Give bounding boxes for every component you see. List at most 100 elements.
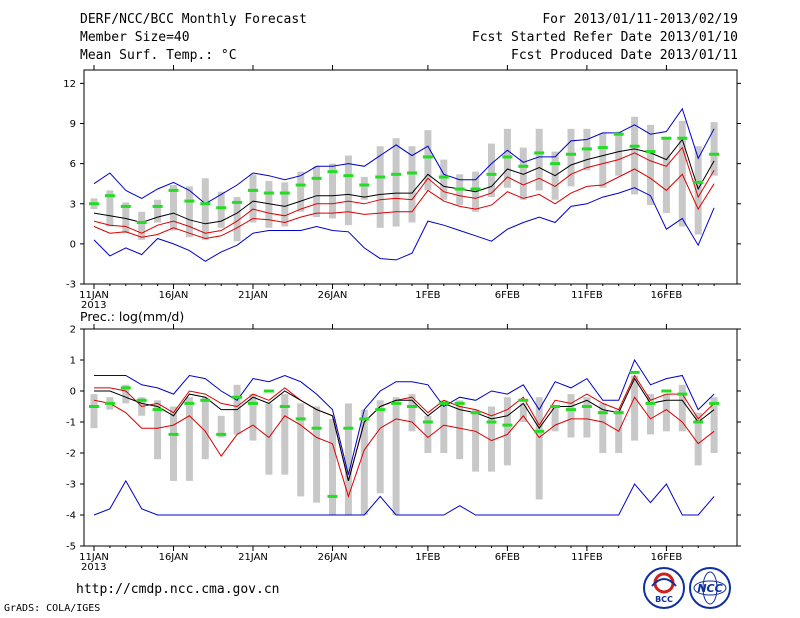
temp-ytick-label: 3 [70,199,76,210]
temp-spread-box-4 [154,199,162,223]
temp-obs-marker-18 [375,175,386,179]
prec-spread-box-21 [424,415,432,453]
prec-obs-marker-5 [168,432,179,436]
temp-obs-marker-6 [184,199,195,203]
prec-spread-box-37 [678,384,686,432]
prec-obs-marker-23 [454,401,465,405]
prec-xtick-label: 26JAN [318,552,348,563]
prec-ytick-label: -1 [66,418,76,429]
temp-spread-box-17 [360,177,368,200]
temp-xtick-label: 2013 [81,300,106,311]
prec-spread-box-29 [551,406,559,432]
prec-obs-marker-27 [518,398,529,402]
temp-lower-line [93,168,715,240]
bcc-logo-text: BCC [655,595,673,604]
temp-obs-marker-34 [629,144,640,148]
temp-plot-frame [83,69,738,285]
temp-obs-marker-2 [120,204,131,208]
prec-obs-marker-16 [343,426,354,430]
temp-obs-marker-38 [693,180,704,184]
prec-obs-marker-36 [661,389,672,393]
temp-spread-box-27 [519,147,527,200]
temp-spread-box-11 [265,181,273,228]
prec-spread-box-12 [281,394,289,475]
temp-obs-marker-16 [343,174,354,178]
prec-spread-box-20 [408,394,416,432]
temp-spread-box-15 [329,163,336,219]
prec-obs-marker-9 [232,395,243,399]
prec-obs-marker-7 [200,398,211,402]
prec-obs-marker-26 [502,423,513,427]
grads-credit: GrADS: COLA/IGES [4,603,101,614]
prec-obs-marker-30 [566,408,576,412]
prec-obs-marker-33 [613,411,624,415]
prec-spread-box-8 [217,415,225,438]
temp-spread-box-16 [344,155,352,226]
prec-spread-box-15 [329,418,336,515]
ncc-logo-text: NCC [697,582,722,595]
prec-spread-box-35 [647,394,654,435]
temp-obs-marker-19 [391,172,402,176]
prec-spread-box-7 [201,397,209,460]
temp-ytick-label: -3 [66,280,76,291]
temp-obs-marker-20 [407,171,417,175]
temp-spread-box-38 [694,146,702,235]
prec-spread-box-30 [567,394,575,438]
temp-obs-marker-23 [454,187,465,191]
temp-obs-marker-26 [502,155,513,159]
temp-spread-box-8 [217,191,225,228]
prec-obs-marker-2 [120,386,131,390]
prec-ytick-label: 1 [70,356,76,367]
temp-obs-marker-12 [279,191,290,195]
ncc-logo-icon: NCC [689,567,731,609]
prec-obs-marker-29 [550,405,561,408]
temp-obs-marker-24 [470,187,481,191]
temp-obs-marker-28 [534,151,545,155]
prec-spread-box-24 [472,409,480,472]
temp-obs-marker-8 [216,206,227,210]
prec-spread-box-16 [344,403,352,515]
prec-spread-box-32 [599,403,607,453]
temp-obs-marker-3 [136,220,147,224]
prec-obs-marker-21 [422,420,433,424]
temp-spread-box-21 [424,130,432,191]
temp-obs-marker-13 [295,183,306,187]
prec-spread-box-27 [519,403,527,422]
prec-obs-marker-25 [486,420,497,424]
prec-spread-box-39 [710,397,718,453]
temp-xtick-label: 16FEB [651,290,683,301]
prec-lower-line [93,396,715,499]
temp-obs-marker-4 [152,204,163,208]
temp-spread-box-13 [297,171,305,212]
prec-xtick-label: 6FEB [495,552,520,563]
temp-spread-box-22 [440,159,448,200]
prec-spread-box-38 [694,412,702,466]
temp-ytick-label: 6 [70,159,76,170]
temp-obs-marker-31 [581,147,592,151]
prec-obs-marker-11 [263,389,274,393]
prec-xtick-label: 1FEB [415,552,440,563]
temp-obs-marker-27 [518,164,529,168]
prec-xtick-label: 16FEB [651,552,683,563]
chart-title: DERF/NCC/BCC Monthly Forecast [80,12,307,27]
prec-obs-marker-0 [89,405,99,408]
temp-spread-box-28 [535,128,543,191]
prec-obs-marker-15 [327,494,338,498]
prec-spread-box-18 [376,400,384,494]
temp-ytick-label: 0 [70,239,76,250]
temp-obs-marker-17 [359,183,370,187]
prec-ytick-label: 2 [70,325,76,336]
forecast-produced-date-label: Fcst Produced Date 2013/01/11 [511,48,738,63]
prec-spread-box-34 [631,375,639,441]
temp-obs-marker-29 [550,162,561,166]
prec-upper-line [94,374,715,482]
prec-obs-marker-20 [407,405,417,408]
prec-spread-box-23 [456,400,464,460]
temp-spread-box-34 [631,116,639,195]
prec-ytick-label: -5 [66,542,76,553]
source-url: http://cmdp.ncc.cma.gov.cn [76,582,280,597]
temp-obs-marker-14 [311,176,322,180]
temp-obs-marker-5 [168,188,179,192]
temp-obs-marker-7 [200,202,211,206]
